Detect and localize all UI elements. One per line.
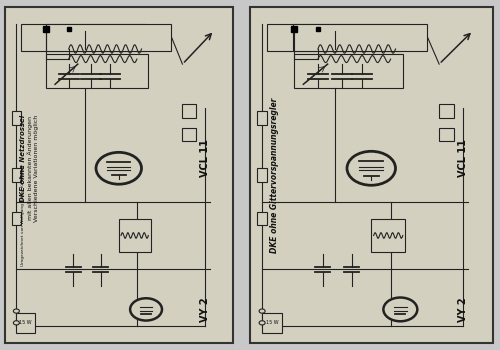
Circle shape	[384, 298, 418, 321]
Bar	[294, 54, 403, 88]
Bar	[182, 104, 196, 118]
Circle shape	[130, 298, 162, 321]
Bar	[12, 111, 21, 125]
Text: DKE ohne Netzdrossel: DKE ohne Netzdrossel	[20, 115, 26, 202]
Text: VY 2: VY 2	[200, 297, 210, 322]
Circle shape	[259, 321, 265, 325]
Bar	[258, 168, 267, 182]
Text: Umgezeichnet von Wolfgang Bauer für RM.org: Umgezeichnet von Wolfgang Bauer für RM.o…	[21, 164, 25, 266]
Bar	[439, 128, 454, 141]
Text: DKE ohne Gittervorspannungsregler: DKE ohne Gittervorspannungsregler	[270, 97, 279, 253]
Circle shape	[14, 321, 20, 325]
Bar	[258, 212, 267, 225]
Circle shape	[96, 152, 142, 184]
Text: 15 W: 15 W	[19, 320, 32, 326]
Bar	[119, 219, 150, 252]
Text: VY 2: VY 2	[458, 297, 468, 322]
Text: mit allen bekannten Änderungen: mit allen bekannten Änderungen	[27, 116, 33, 220]
Bar	[182, 128, 196, 141]
Bar	[46, 54, 148, 88]
Bar	[5, 7, 232, 343]
Text: 15 W: 15 W	[266, 320, 278, 326]
Bar	[16, 313, 34, 333]
Bar	[20, 24, 146, 51]
Circle shape	[259, 309, 265, 313]
Circle shape	[347, 151, 396, 185]
Text: VCL 11: VCL 11	[200, 139, 210, 177]
Bar	[250, 7, 492, 343]
Circle shape	[14, 309, 20, 313]
Text: Verschiedene Variationen möglich: Verschiedene Variationen möglich	[34, 115, 40, 222]
Bar	[262, 313, 281, 333]
Bar	[12, 212, 21, 225]
Bar	[371, 219, 405, 252]
Bar	[439, 104, 454, 118]
Bar	[12, 168, 21, 182]
Bar	[258, 111, 267, 125]
Bar	[266, 24, 400, 51]
Text: VCL 11: VCL 11	[458, 139, 468, 177]
Bar	[294, 24, 427, 51]
Bar	[46, 24, 171, 51]
